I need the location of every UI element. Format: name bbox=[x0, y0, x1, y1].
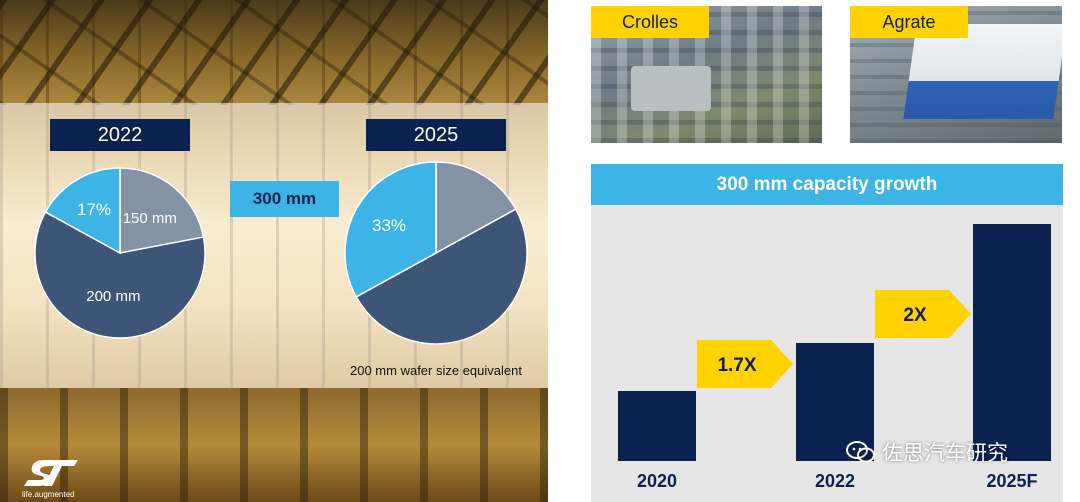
growth-chart-title: 300 mm capacity growth bbox=[591, 164, 1063, 205]
bar-label-2020: 2020 bbox=[636, 471, 678, 491]
pie-chart-2025: 33% bbox=[344, 161, 528, 345]
agrate-site-photo: Agrate bbox=[850, 6, 1062, 143]
bar-label-2025f: 2025F bbox=[986, 471, 1038, 491]
st-logo bbox=[24, 460, 78, 486]
crolles-helipad bbox=[631, 66, 711, 111]
wechat-icon bbox=[846, 441, 875, 463]
bar-2022 bbox=[796, 342, 874, 461]
pie-slice-200mm bbox=[34, 211, 206, 339]
fab-photo-panel: 2022 2025 150 mm 200 mm 17% 33% 300 mm 200… bbox=[0, 0, 548, 502]
pie-slice-300mm bbox=[344, 161, 437, 298]
pie-2022-title: 2022 bbox=[50, 119, 190, 151]
multiplier-1-7x: 1.7X bbox=[717, 355, 756, 376]
pie-chart-2022: 150 mm 200 mm 17% bbox=[34, 167, 206, 339]
pie-label-300mm: 17% bbox=[77, 200, 111, 219]
pie-2025-title: 2025 bbox=[366, 119, 506, 151]
pie-slice-150mm bbox=[435, 161, 517, 255]
bar-2025f bbox=[973, 224, 1051, 461]
fab-ceiling bbox=[0, 0, 548, 105]
size-tag-300mm: 300 mm bbox=[230, 181, 339, 217]
agrate-label: Agrate bbox=[850, 6, 968, 38]
bar-2020 bbox=[618, 391, 696, 461]
pie-label-200mm: 200 mm bbox=[86, 288, 140, 305]
watermark-text: 佐思汽车研究 bbox=[882, 442, 1008, 465]
watermark: 佐思汽车研究 bbox=[846, 437, 1008, 467]
growth-arrow-1: 1.7X bbox=[697, 340, 793, 388]
logo-tagline: life.augmented bbox=[22, 490, 75, 499]
crolles-label: Crolles bbox=[591, 6, 709, 38]
bar-label-2022: 2022 bbox=[814, 471, 856, 491]
crolles-site-photo: Crolles bbox=[591, 6, 822, 143]
fab-floor bbox=[0, 388, 548, 502]
agrate-building bbox=[903, 24, 1062, 119]
growth-arrow-2: 2X bbox=[875, 290, 971, 338]
pie-label-300mm: 33% bbox=[372, 216, 406, 235]
pie-slice-300mm bbox=[44, 167, 121, 255]
multiplier-2x: 2X bbox=[903, 305, 927, 326]
pie-slice-200mm bbox=[355, 208, 528, 345]
pie-slice-150mm bbox=[119, 167, 205, 254]
pie-label-150mm: 150 mm bbox=[123, 210, 177, 227]
footnote: 200 mm wafer size equivalent bbox=[350, 363, 522, 378]
